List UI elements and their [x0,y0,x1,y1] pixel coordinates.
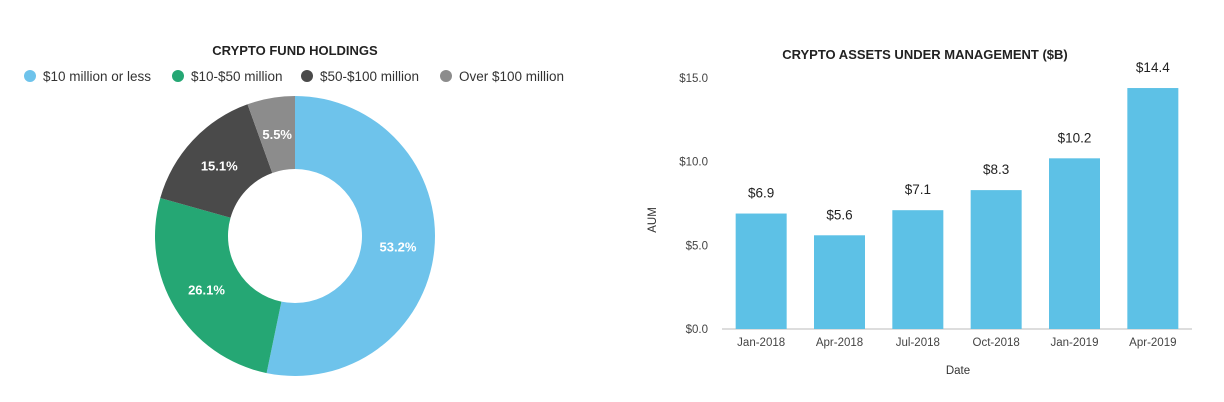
bar-data-label-oct-2018: $8.3 [983,162,1009,177]
x-tick-label-oct-2018: Oct-2018 [973,337,1020,349]
donut-slice-over-100-million [247,96,295,173]
legend-marker-over-100-million [440,70,452,82]
donut-slice-10-50-million [155,197,282,374]
bar-data-label-jul-2018: $7.1 [905,182,931,197]
x-tick-label-jan-2018: Jan-2018 [737,337,785,349]
legend-label-50-100-million: $50-$100 million [320,69,419,84]
bar-jan-2019 [1049,158,1100,329]
bar-data-label-apr-2019: $14.4 [1136,60,1170,75]
y-tick-label: $0.0 [686,324,708,336]
x-axis-ticks: Jan-2018 Apr-2018 Jul-2018 Oct-2018 Jan-2019… [737,337,1176,349]
donut-slice-10-million-or-less [266,96,436,376]
legend-marker-50-100-million [301,70,313,82]
donut-chart-title: CRYPTO FUND HOLDINGS [212,43,378,58]
x-tick-label-apr-2019: Apr-2019 [1129,337,1176,349]
legend-marker-10-million-or-less [24,70,36,82]
donut-slice-label-over-100-million: 5.5% [262,127,292,142]
bar-data-label-jan-2018: $6.9 [748,186,774,201]
bar-chart-title: CRYPTO ASSETS UNDER MANAGEMENT ($B) [782,47,1068,62]
legend-marker-10-50-million [172,70,184,82]
crypto-fund-holdings-chart: CRYPTO FUND HOLDINGS $10 million or less… [24,43,564,376]
bar-jul-2018 [892,210,944,329]
y-axis-title: AUM [647,207,659,233]
donut-legend: $10 million or less $10-$50 million $50-$1… [24,69,564,84]
x-tick-label-jul-2018: Jul-2018 [896,337,940,349]
donut-slice-label-10-50-million: 26.1% [188,283,225,298]
bar-data-label-apr-2018: $5.6 [826,207,852,222]
y-tick-label: $15.0 [679,73,708,85]
x-tick-label-jan-2019: Jan-2019 [1051,337,1099,349]
legend-label-over-100-million: Over $100 million [459,69,564,84]
bar-data-label-jan-2019: $10.2 [1058,130,1092,145]
y-tick-label: $10.0 [679,157,708,169]
y-tick-label: $5.0 [686,240,708,252]
bar-oct-2018 [970,190,1022,329]
legend-label-10-million-or-less: $10 million or less [43,69,151,84]
donut-slice-label-10-million-or-less: 53.2% [380,240,417,255]
donut-slice-label-50-100-million: 15.1% [201,158,238,173]
x-tick-label-apr-2018: Apr-2018 [816,337,863,349]
legend-label-10-50-million: $10-$50 million [191,69,283,84]
donut-slice-50-100-million [160,104,273,218]
bars [735,88,1179,329]
donut-slices [155,96,436,376]
bar-apr-2018 [814,235,865,329]
x-axis-title: Date [946,365,970,377]
bar-apr-2019 [1127,88,1179,329]
crypto-aum-bar-chart: CRYPTO ASSETS UNDER MANAGEMENT ($B) AUM … [647,47,1192,377]
donut-slice-labels: 53.2% 26.1% 15.1% 5.5% [188,127,417,298]
y-axis-ticks: $0.0 $5.0 $10.0 $15.0 [679,73,708,336]
bar-data-labels: $6.9 $5.6 $7.1 $8.3 $10.2 $14.4 [748,60,1170,222]
bar-jan-2018 [735,213,787,329]
